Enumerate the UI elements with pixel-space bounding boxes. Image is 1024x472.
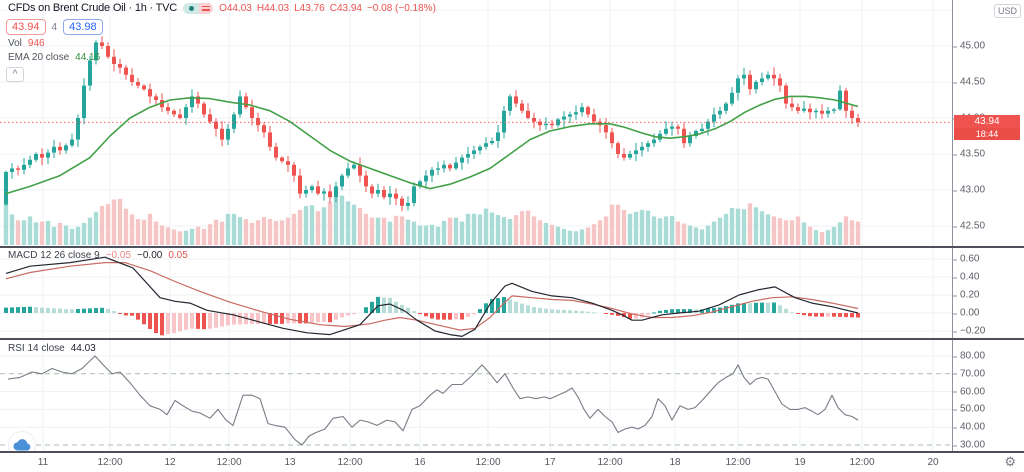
time-tick-label: 17: [544, 457, 556, 468]
price-tick-label: 44.50: [952, 76, 986, 88]
bid-ask-row: 43.94 4 43.98: [6, 19, 103, 35]
spread-value: 4: [51, 21, 58, 33]
macd-line-value: −0.00: [137, 250, 163, 261]
ema-value: 44.16: [75, 52, 101, 63]
macd-signal-line: [5, 262, 859, 331]
rsi-label: RSI 14 close: [8, 343, 65, 354]
rsi-legend: RSI 14 close 44.03: [8, 343, 96, 354]
rsi-tick-label: 30.00: [952, 439, 986, 451]
open-value: O44.03: [219, 2, 252, 14]
rsi-value: 44.03: [70, 343, 96, 354]
macd-label: MACD 12 26 close 9: [8, 250, 100, 261]
axis-separator: [0, 451, 1024, 453]
time-tick-label: 16: [414, 457, 426, 468]
ohlc-readout: O44.03 H44.03 L43.76 C43.94 −0.08 (−0.18…: [219, 3, 436, 14]
macd-hist-value: −0.05: [105, 250, 132, 261]
price-tick-label: 43.50: [952, 148, 986, 160]
pane-separator-rsi[interactable]: [0, 338, 1024, 340]
high-value: H44.03: [256, 2, 290, 14]
change-value: −0.08 (−0.18%): [366, 2, 436, 14]
cloud-icon: [13, 439, 31, 451]
time-tick-label: 12:00: [597, 457, 623, 468]
series-visibility-toggle[interactable]: [183, 2, 214, 14]
show-series-icon: [183, 2, 200, 14]
macd-signal-value: 0.05: [168, 250, 188, 261]
ema-legend: EMA 20 close 44.16: [8, 52, 100, 63]
price-tick-label: 42.50: [952, 220, 986, 232]
volume-series: [3, 195, 861, 246]
macd-tick-label: 0.20: [952, 289, 980, 301]
time-axis[interactable]: ⚙ 11 12:00 12 12:00 13 12:00 16 12:00 17 12:00 18 1…: [0, 452, 1024, 472]
buy-button[interactable]: 43.98: [63, 19, 103, 35]
volume-label: Vol: [8, 38, 22, 49]
time-tick-label: 12:00: [216, 457, 242, 468]
time-tick-label: 18: [669, 457, 681, 468]
time-tick-label: 11: [37, 457, 49, 468]
symbol-title: CFDs on Brent Crude Oil · 1h · TVC: [8, 2, 178, 14]
rsi-tick-label: 80.00: [952, 350, 986, 362]
time-tick-label: 13: [284, 457, 296, 468]
bar-countdown-label: 18:44: [954, 128, 1020, 140]
volume-legend: Vol 946: [8, 38, 45, 49]
macd-main-line: [5, 256, 859, 337]
time-tick-label: 20: [927, 457, 939, 468]
macd-tick-label: −0.20: [952, 325, 986, 337]
time-tick-label: 12:00: [337, 457, 363, 468]
time-tick-label: 12: [164, 457, 176, 468]
time-tick-label: 12:00: [725, 457, 751, 468]
macd-tick-label: 0.00: [952, 307, 980, 319]
rsi-tick-label: 40.00: [952, 421, 986, 433]
rsi-tick-label: 70.00: [952, 368, 986, 380]
sell-button[interactable]: 43.94: [6, 19, 46, 35]
rsi-tick-label: 50.00: [952, 403, 986, 415]
current-price-label: 43.94: [954, 115, 1020, 128]
price-axis[interactable]: USD 43.94 18:44 45.0044.5044.0043.5043.0…: [952, 0, 1024, 452]
time-tick-label: 12:00: [475, 457, 501, 468]
rsi-tick-label: 60.00: [952, 386, 986, 398]
candlestick-series: [4, 36, 860, 212]
rsi-line: [7, 355, 859, 446]
currency-button[interactable]: USD: [993, 4, 1021, 18]
pane-separator-macd[interactable]: [0, 246, 1024, 248]
price-tick-label: 43.00: [952, 184, 986, 196]
low-value: L43.76: [294, 2, 325, 14]
time-tick-label: 12:00: [97, 457, 123, 468]
price-tick-label: 45.00: [952, 40, 986, 52]
hide-series-icon: [199, 2, 214, 14]
macd-tick-label: 0.40: [952, 271, 980, 283]
ema-label: EMA 20 close: [8, 52, 70, 63]
macd-legend: MACD 12 26 close 9 −0.05 −0.00 0.05: [8, 250, 188, 261]
close-value: C43.94: [329, 2, 362, 14]
chart-plot-area[interactable]: [0, 0, 952, 452]
collapse-pane-button[interactable]: ^: [6, 67, 24, 82]
time-tick-label: 12:00: [849, 457, 875, 468]
macd-tick-label: 0.60: [952, 253, 980, 265]
symbol-legend: CFDs on Brent Crude Oil · 1h · TVC O44.0…: [8, 2, 436, 14]
gear-icon[interactable]: ⚙: [1004, 454, 1016, 469]
volume-value: 946: [27, 38, 45, 49]
time-tick-label: 19: [794, 457, 806, 468]
ema-line: [5, 95, 859, 195]
macd-histogram: [4, 296, 860, 336]
